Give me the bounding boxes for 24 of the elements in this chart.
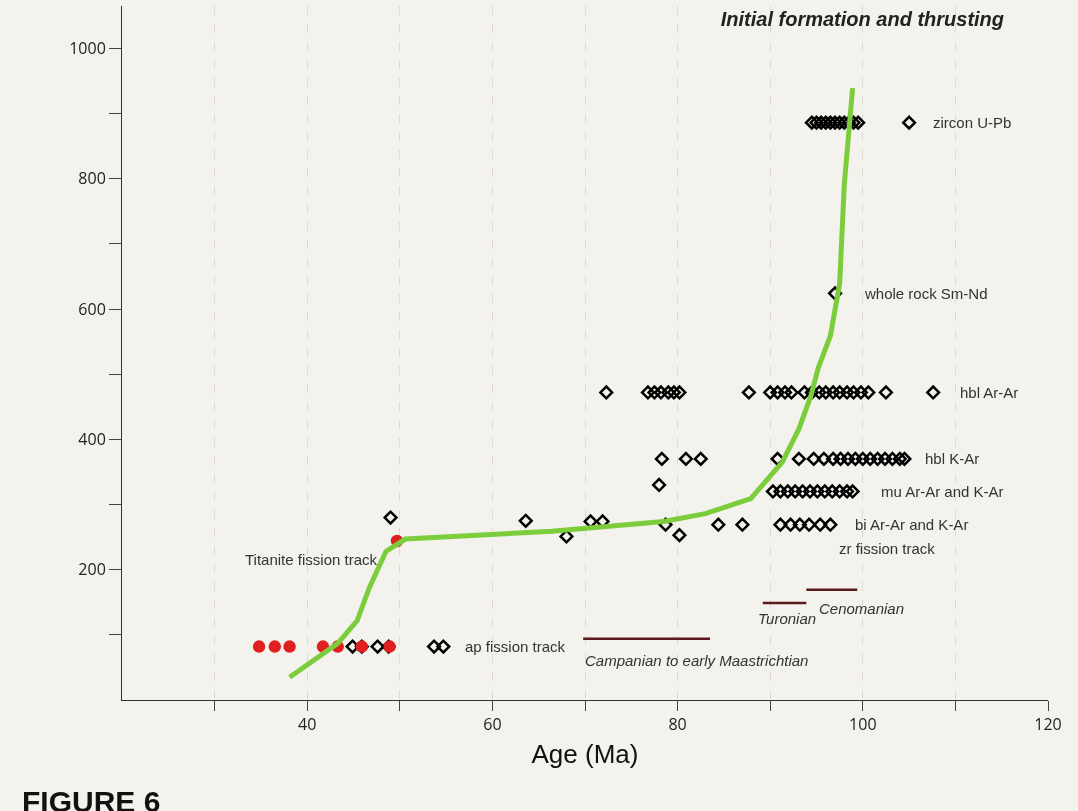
chart-title: Initial formation and thrusting — [720, 8, 1005, 31]
annotation: zircon U-Pb — [933, 114, 1012, 131]
annotation: Turonian — [758, 610, 817, 627]
annotation: Cenomanian — [819, 600, 905, 617]
x-tick-label: 80 — [668, 713, 687, 736]
x-tick-label: 120 — [1034, 713, 1062, 736]
annotation: bi Ar-Ar and K-Ar — [855, 516, 969, 533]
annotation: ap fission track — [465, 638, 566, 655]
y-tick-label: 200 — [78, 558, 106, 581]
x-tick-label: 40 — [298, 713, 317, 736]
annotation: Titanite fission track — [245, 551, 378, 568]
annotation: Campanian to early Maastrichtian — [585, 652, 809, 669]
y-tick-label: 1000 — [69, 36, 106, 59]
y-tick-label: 400 — [78, 427, 106, 450]
y-tick-label: 800 — [78, 167, 106, 190]
annotation: whole rock Sm-Nd — [864, 285, 988, 302]
y-tick-label: 600 — [78, 297, 106, 320]
x-axis-title: Age (Ma) — [531, 738, 639, 769]
x-tick-label: 100 — [849, 713, 877, 736]
annotation: zr fission track — [839, 540, 936, 557]
x-tick-label: 60 — [483, 713, 502, 736]
annotation: hbl K-Ar — [925, 450, 980, 467]
annotation: mu Ar-Ar and K-Ar — [881, 483, 1004, 500]
annotation: hbl Ar-Ar — [960, 384, 1019, 401]
